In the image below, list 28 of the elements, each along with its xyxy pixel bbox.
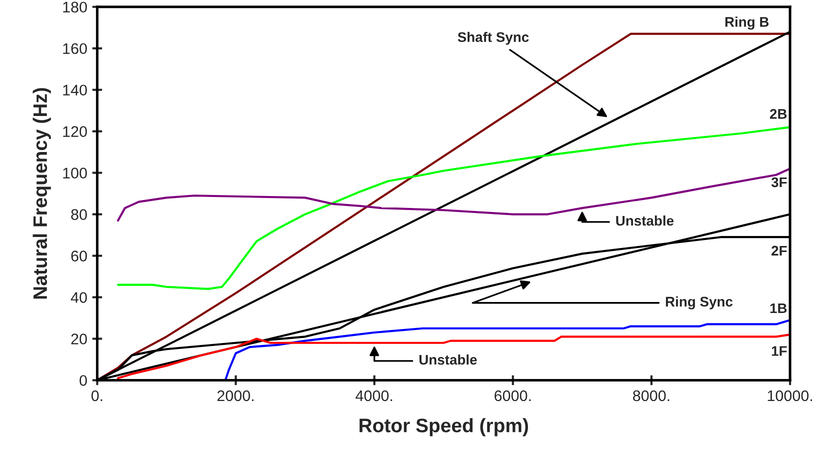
y-tick-label: 0 [80, 375, 87, 386]
annotation: Shaft Sync [458, 32, 529, 45]
x-tick-label: 10000. [768, 390, 812, 402]
y-tick-label: 180 [63, 2, 87, 13]
x-tick-label: 8000. [633, 390, 670, 402]
x-axis-title: Rotor Speed (rpm) [360, 418, 528, 436]
y-tick-label: 80 [71, 209, 87, 220]
y-tick-label: 160 [63, 43, 87, 54]
y-tick-label: 100 [63, 168, 87, 178]
annotation: Unstable [616, 215, 674, 226]
series-label: 3F [771, 177, 787, 188]
x-tick-label: 2000. [217, 390, 254, 402]
series-label: 1F [772, 346, 787, 356]
x-tick-label: 4000. [356, 390, 392, 402]
y-tick-label: 60 [71, 250, 87, 262]
annotation: Unstable [419, 354, 477, 365]
series-label: 2F [772, 246, 787, 256]
y-tick-label: 140 [63, 84, 87, 96]
annotation: Ring Sync [666, 296, 733, 310]
y-axis-title: Natural Frequency (Hz) [32, 88, 51, 299]
y-tick-label: 120 [63, 126, 87, 137]
series-label: 1B [770, 303, 787, 314]
x-tick-label: 6000. [494, 390, 531, 402]
series-label: 2B [770, 109, 787, 119]
x-tick-label: 0. [91, 390, 102, 402]
series-label: Ring B [725, 16, 769, 30]
y-tick-label: 20 [71, 334, 87, 344]
y-tick-label: 40 [70, 292, 87, 303]
